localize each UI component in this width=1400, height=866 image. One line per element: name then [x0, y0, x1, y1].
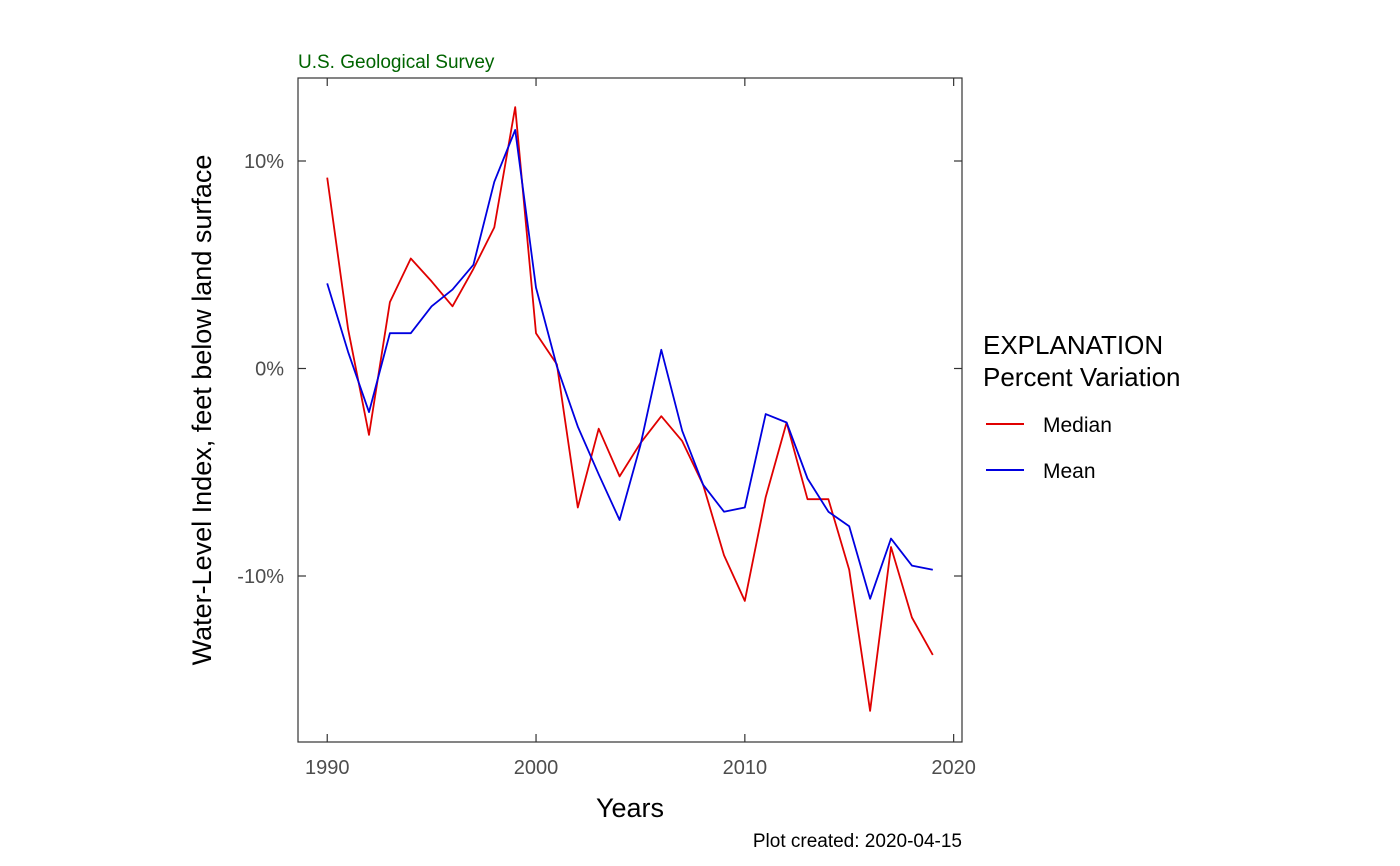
- y-tick-label: -10%: [237, 566, 284, 588]
- agency-label: U.S. Geological Survey: [298, 52, 495, 73]
- x-tick-label: 2010: [723, 757, 768, 779]
- series-line-mean: [326, 128, 933, 600]
- x-axis-ticks: 1990 2000 2010 2020: [305, 78, 976, 779]
- legend-title: EXPLANATION: [983, 330, 1163, 360]
- x-tick-label: 2000: [514, 757, 559, 779]
- y-axis-ticks: 10% 0% -10%: [237, 151, 962, 588]
- series-line-median: [326, 106, 934, 712]
- y-tick-label: 10%: [244, 151, 284, 173]
- legend: EXPLANATION Percent Variation Median Mean: [983, 330, 1181, 483]
- legend-items: Median Mean: [986, 414, 1112, 483]
- series-layer: [326, 106, 934, 712]
- x-tick-label: 2020: [931, 757, 976, 779]
- plot-frame: [297, 77, 963, 743]
- y-axis-title: Water-Level Index, feet below land surfa…: [187, 155, 217, 666]
- plot-created-caption: Plot created: 2020-04-15: [753, 831, 962, 852]
- y-tick-label: 0%: [255, 359, 284, 381]
- x-tick-label: 1990: [305, 757, 350, 779]
- legend-label-median: Median: [1043, 414, 1112, 437]
- legend-subtitle: Percent Variation: [983, 362, 1181, 392]
- x-axis-title: Years: [596, 793, 664, 823]
- legend-label-mean: Mean: [1043, 460, 1096, 483]
